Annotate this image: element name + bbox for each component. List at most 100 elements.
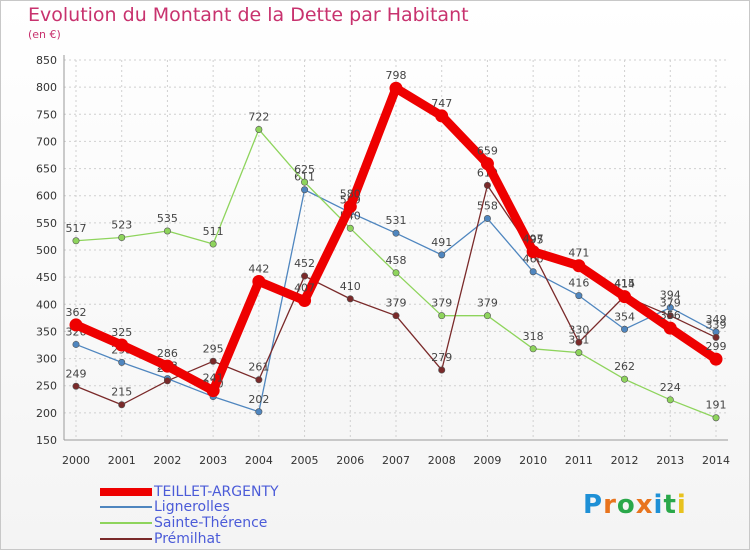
data-label: 202	[248, 393, 269, 406]
data-label: 349	[706, 313, 727, 326]
data-point	[389, 81, 403, 95]
data-point	[575, 338, 583, 346]
data-point	[483, 312, 491, 320]
y-tick-label: 750	[36, 108, 57, 121]
data-point	[712, 414, 720, 422]
data-label: 362	[66, 306, 87, 319]
data-label: 379	[660, 297, 681, 310]
data-point	[480, 157, 494, 171]
data-label: 798	[386, 69, 407, 82]
data-point	[118, 358, 126, 366]
data-label: 330	[568, 323, 589, 336]
data-label: 407	[294, 281, 315, 294]
data-label: 299	[706, 340, 727, 353]
data-point	[115, 338, 129, 352]
x-tick-label: 2005	[291, 454, 319, 467]
data-point	[209, 240, 217, 248]
y-tick-label: 800	[36, 81, 57, 94]
data-label: 611	[294, 171, 315, 184]
data-label: 379	[477, 297, 498, 310]
y-tick-label: 350	[36, 325, 57, 338]
data-label: 523	[111, 219, 132, 232]
legend-label-teillet-argenty: TEILLET-ARGENTY	[154, 484, 279, 500]
data-point	[343, 200, 357, 214]
data-label: 379	[431, 297, 452, 310]
data-point	[572, 259, 586, 273]
data-label: 517	[66, 222, 87, 235]
y-tick-label: 850	[36, 54, 57, 67]
logo-letter: P	[583, 490, 604, 520]
data-label: 249	[66, 367, 87, 380]
data-label: 325	[111, 326, 132, 339]
data-point	[255, 376, 263, 384]
data-point	[301, 186, 309, 194]
data-label: 318	[523, 330, 544, 343]
data-label: 215	[111, 386, 132, 399]
x-tick-label: 2014	[702, 454, 730, 467]
data-label: 394	[660, 289, 681, 302]
data-label: 286	[157, 347, 178, 360]
data-point	[712, 333, 720, 341]
legend-swatch-premilhat	[100, 538, 152, 540]
data-label: 535	[157, 212, 178, 225]
data-point	[483, 215, 491, 223]
data-point	[663, 321, 677, 335]
data-label: 722	[248, 110, 269, 123]
data-point	[666, 396, 674, 404]
data-point	[69, 318, 83, 332]
data-label: 625	[294, 163, 315, 176]
data-point	[160, 359, 174, 373]
data-point	[209, 357, 217, 365]
data-point	[163, 227, 171, 235]
data-point	[72, 237, 80, 245]
data-point	[529, 268, 537, 276]
y-tick-label: 500	[36, 244, 57, 257]
y-tick-label: 700	[36, 135, 57, 148]
data-label: 295	[203, 342, 224, 355]
legend-label-premilhat: Prémilhat	[154, 531, 221, 547]
x-tick-label: 2003	[199, 454, 227, 467]
legend-label-sainte-therence: Sainte-Thérence	[154, 515, 268, 531]
data-label: 659	[477, 145, 498, 158]
data-label: 379	[386, 297, 407, 310]
data-point	[621, 375, 629, 383]
x-tick-label: 2008	[428, 454, 456, 467]
y-tick-label: 150	[36, 434, 57, 447]
data-point	[72, 382, 80, 390]
proxiti-logo: Proxiti	[583, 490, 687, 520]
legend-label-lignerolles: Lignerolles	[154, 499, 230, 515]
x-tick-label: 2009	[473, 454, 501, 467]
data-label: 511	[203, 225, 224, 238]
data-point	[709, 352, 723, 366]
x-tick-label: 2011	[565, 454, 593, 467]
x-tick-label: 2006	[336, 454, 364, 467]
y-tick-label: 250	[36, 380, 57, 393]
chart-title: Evolution du Montant de la Dette par Hab…	[28, 4, 469, 26]
data-point	[438, 312, 446, 320]
data-point	[392, 312, 400, 320]
data-point	[526, 245, 540, 259]
y-tick-label: 600	[36, 190, 57, 203]
data-point	[346, 224, 354, 232]
data-point	[621, 325, 629, 333]
data-label: 747	[431, 97, 452, 110]
data-label: 241	[203, 372, 224, 385]
x-tick-label: 2012	[611, 454, 639, 467]
x-tick-label: 2013	[656, 454, 684, 467]
data-point	[575, 292, 583, 300]
y-tick-label: 200	[36, 407, 57, 420]
y-tick-label: 300	[36, 353, 57, 366]
legend-swatch-sainte-therence	[100, 522, 152, 524]
legend-swatch-lignerolles	[100, 506, 152, 508]
chart-subtitle: (en €)	[28, 28, 61, 41]
data-label: 531	[386, 214, 407, 227]
data-point	[575, 349, 583, 357]
data-label: 410	[340, 280, 361, 293]
y-tick-label: 400	[36, 298, 57, 311]
data-label: 452	[294, 257, 315, 270]
data-label: 356	[660, 309, 681, 322]
data-point	[666, 312, 674, 320]
logo-letter: i	[653, 490, 664, 520]
data-point	[483, 181, 491, 189]
